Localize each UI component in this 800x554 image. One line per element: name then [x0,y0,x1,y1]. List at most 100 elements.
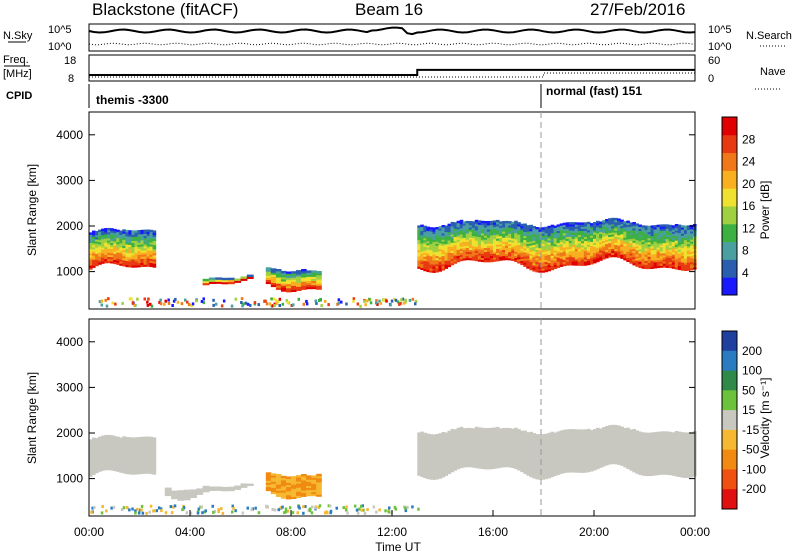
echo-cell [565,236,570,239]
echo-cell [286,478,292,481]
station-title: Blackstone (fitACF) [92,0,238,19]
echo-cell [186,300,189,304]
echo-cell [583,455,588,459]
echo-cell [89,250,93,254]
echo-cell [447,234,452,237]
echo-cell [438,437,443,440]
echo-cell [556,234,561,238]
echo-cell [529,257,533,260]
echo-cell [602,248,606,252]
echo-cell [149,457,154,460]
echo-cell [647,469,652,472]
echo-cell [586,441,591,444]
echo-cell [608,238,612,242]
echo-cell [653,448,658,451]
echo-cell [602,246,606,250]
echo-cell [571,222,576,225]
echo-cell [502,436,506,439]
echo-cell [517,248,521,252]
echo-cell [571,468,576,471]
echo-cell [432,465,436,468]
echo-cell [602,435,606,438]
echo-cell [146,448,151,452]
echo-cell [499,231,503,235]
echo-cell [429,434,433,437]
echo-cell [574,261,579,264]
echo-cell [653,247,658,251]
echo-cell [608,218,612,221]
echo-cell [656,464,661,467]
echo-cell [562,237,567,240]
echo-cell [92,242,96,246]
echo-cell [683,266,688,269]
echo-cell [143,457,148,460]
echo-cell [275,482,282,485]
echo-cell [429,243,433,246]
echo-cell [571,466,576,469]
echo-cell [629,249,633,252]
echo-cell [677,228,682,232]
echo-cell [680,225,685,228]
echo-cell [137,244,142,247]
echo-cell [614,433,618,436]
echo-cell [394,298,398,302]
echo-cell [450,250,455,253]
echo-cell [523,453,527,456]
echo-cell [538,448,542,452]
echo-cell [502,456,506,460]
echo-cell [480,229,485,232]
echo-cell [623,249,627,253]
echo-cell [152,464,157,467]
echo-cell [677,470,682,473]
echo-cell [98,457,102,460]
echo-cell [417,254,421,257]
echo-cell [574,458,579,461]
echo-cell [556,224,561,227]
echo-cell [104,246,108,249]
echo-cell [149,438,154,442]
echo-cell [686,432,691,435]
echo-cell [98,248,102,251]
echo-cell [471,258,476,261]
echo-cell [477,238,482,242]
echo-cell [659,470,664,473]
echo-cell [547,234,552,237]
echo-cell [113,243,117,246]
echo-cell [465,460,470,464]
echo-cell [514,454,518,457]
echo-cell [526,452,530,456]
echo-cell [356,302,360,306]
echo-cell [496,230,500,233]
echo-cell [462,432,467,435]
echo-cell [632,256,636,260]
echo-cell [89,451,93,455]
echo-cell [671,446,676,450]
echo-cell [180,302,184,306]
echo-cell [617,444,621,447]
echo-cell [641,237,646,240]
echo-cell [468,235,473,238]
echo-cell [641,465,646,468]
echo-cell [95,458,99,461]
echo-cell [480,251,485,254]
echo-cell [538,471,542,474]
echo-cell [95,251,99,254]
echo-cell [544,474,549,478]
echo-cell [535,239,539,242]
echo-cell [577,437,582,440]
echo-cell [134,263,139,266]
echo-cell [690,436,694,439]
echo-cell [526,235,530,238]
echo-cell [480,224,485,228]
echo-cell [665,443,670,447]
echo-cell [490,241,494,244]
echo-cell [553,229,558,233]
echo-cell [119,259,123,262]
echo-cell [571,445,576,448]
echo-cell [316,281,322,284]
echo-cell [426,232,430,236]
echo-cell [620,455,624,458]
echo-cell [137,443,142,446]
echo-cell [110,455,114,459]
echo-cell [417,432,421,435]
